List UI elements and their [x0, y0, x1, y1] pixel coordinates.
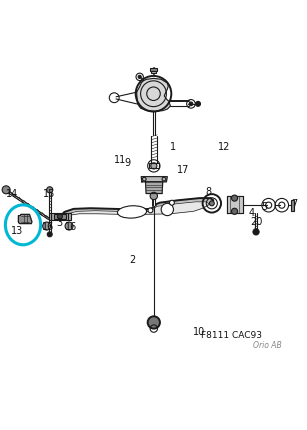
- Polygon shape: [137, 78, 170, 111]
- Text: 7: 7: [292, 199, 298, 209]
- Text: 8: 8: [206, 187, 212, 197]
- Text: 11: 11: [114, 155, 126, 165]
- Bar: [149, 163, 159, 168]
- Bar: [54, 214, 66, 219]
- Text: 10: 10: [193, 327, 206, 337]
- Polygon shape: [146, 182, 163, 194]
- Text: 16: 16: [41, 222, 54, 232]
- Circle shape: [231, 195, 238, 201]
- Text: 16: 16: [64, 222, 77, 232]
- Bar: [49, 213, 51, 220]
- Polygon shape: [60, 198, 213, 217]
- Polygon shape: [227, 196, 243, 213]
- Circle shape: [253, 229, 259, 235]
- Circle shape: [148, 208, 153, 213]
- Bar: [68, 213, 71, 220]
- Circle shape: [47, 232, 52, 237]
- Circle shape: [138, 75, 141, 78]
- Text: 13: 13: [11, 226, 23, 236]
- Text: F8111 CAC93: F8111 CAC93: [201, 331, 262, 340]
- Ellipse shape: [118, 206, 146, 218]
- Circle shape: [150, 192, 157, 200]
- Circle shape: [57, 214, 62, 219]
- Text: 15: 15: [43, 188, 55, 199]
- Text: 5: 5: [261, 203, 267, 212]
- Text: Orio AB: Orio AB: [253, 341, 282, 350]
- Circle shape: [47, 187, 53, 193]
- Text: 2: 2: [129, 255, 135, 264]
- Circle shape: [196, 101, 200, 106]
- Bar: [150, 68, 157, 71]
- Polygon shape: [141, 177, 167, 182]
- Text: 1: 1: [170, 142, 177, 153]
- Circle shape: [43, 222, 51, 230]
- Bar: [51, 213, 69, 220]
- Text: 17: 17: [177, 165, 189, 175]
- Circle shape: [189, 102, 193, 106]
- Circle shape: [161, 203, 173, 215]
- Circle shape: [65, 222, 73, 230]
- Text: 4: 4: [249, 208, 255, 218]
- Text: 12: 12: [218, 142, 230, 153]
- Circle shape: [231, 208, 238, 215]
- Circle shape: [148, 316, 160, 329]
- Text: 14: 14: [6, 188, 18, 199]
- Text: 3: 3: [57, 218, 63, 227]
- Polygon shape: [18, 215, 32, 224]
- Bar: [291, 200, 294, 211]
- Text: 20: 20: [250, 217, 262, 227]
- Text: 9: 9: [124, 158, 130, 168]
- Bar: [151, 71, 156, 74]
- Circle shape: [2, 186, 10, 194]
- Polygon shape: [66, 202, 209, 215]
- Circle shape: [169, 200, 174, 205]
- Circle shape: [151, 163, 157, 169]
- Circle shape: [209, 201, 214, 206]
